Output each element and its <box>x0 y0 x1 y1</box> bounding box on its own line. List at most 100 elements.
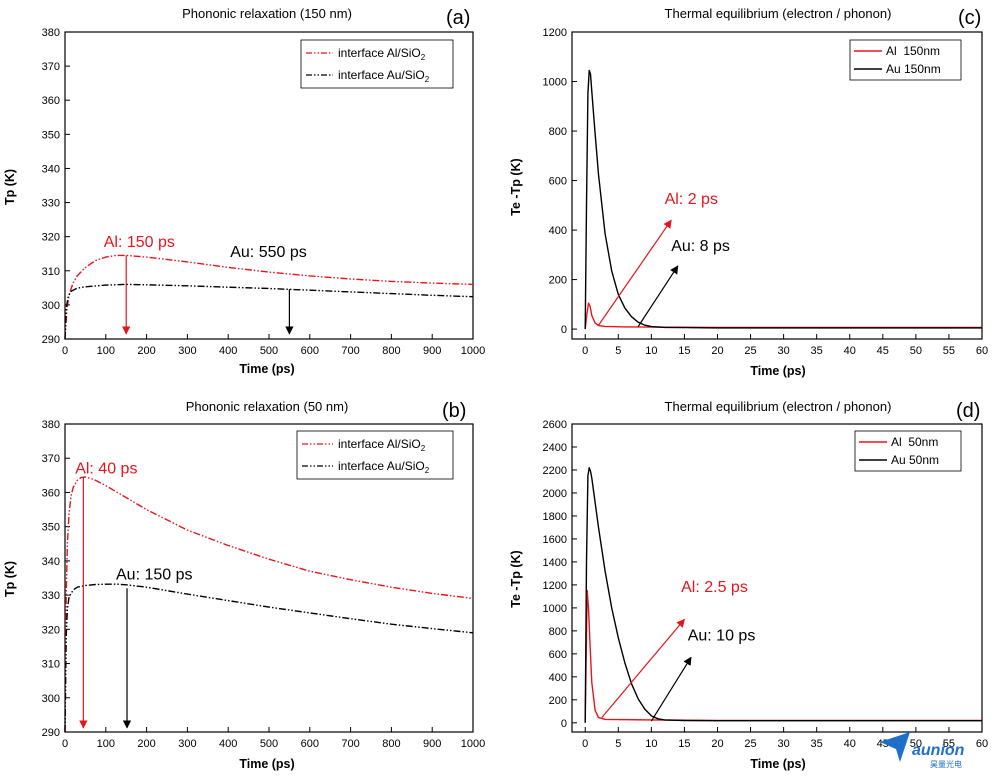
watermark-sub: 昊量光电 <box>930 759 962 769</box>
annotation-arrow-0 <box>597 219 672 326</box>
y-tick-label: 320 <box>42 232 60 244</box>
y-tick-label: 350 <box>42 129 60 141</box>
legend-box <box>296 430 454 480</box>
series-line-1 <box>64 583 474 733</box>
x-tick-label: 300 <box>178 738 196 750</box>
x-tick-label: 0 <box>582 345 588 357</box>
x-tick-label: 15 <box>678 345 690 357</box>
y-tick-label: 800 <box>549 626 567 638</box>
series-line-1 <box>64 283 474 340</box>
y-axis-label: Tp (K) <box>3 169 17 205</box>
legend: interface Al/SiO2 interface Au/SiO2 <box>300 39 454 89</box>
x-tick-label: 600 <box>301 738 319 750</box>
y-tick-label: 350 <box>42 522 60 534</box>
y-tick-label: 2400 <box>543 442 567 454</box>
x-tick-label: 900 <box>423 738 441 750</box>
y-tick-label: 370 <box>42 453 60 465</box>
x-tick-label: 55 <box>943 345 955 357</box>
y-tick-label: 2000 <box>543 488 567 500</box>
y-tick-label: 380 <box>42 419 60 431</box>
y-tick-label: 310 <box>42 266 60 278</box>
x-tick-label: 800 <box>382 345 400 357</box>
y-tick-label: 360 <box>42 487 60 499</box>
annotation-label-1: Au: 550 ps <box>230 244 306 261</box>
y-tick-label: 0 <box>561 718 567 730</box>
x-tick-label: 25 <box>744 345 756 357</box>
legend-label-0: Al 150nm <box>886 44 940 58</box>
legend-box <box>300 39 454 89</box>
chart-title: Phononic relaxation (50 nm) <box>186 399 349 414</box>
x-tick-label: 5 <box>615 738 621 750</box>
y-tick-label: 360 <box>42 95 60 107</box>
x-tick-label: 500 <box>260 345 278 357</box>
chart-panel-c: Thermal equilibrium (electron / phonon) … <box>509 6 988 378</box>
x-tick-label: 100 <box>97 738 115 750</box>
legend: Al 50nm Au 50nm <box>854 430 962 472</box>
y-axis-label: Te -Tp (K) <box>509 158 523 215</box>
y-tick-label: 600 <box>549 176 567 188</box>
x-tick-label: 20 <box>711 345 723 357</box>
x-axis-label: Time (ps) <box>239 757 294 771</box>
brand-logo: aunion 昊量光电 <box>880 732 965 769</box>
y-tick-label: 1000 <box>543 603 567 615</box>
y-tick-label: 1800 <box>543 511 567 523</box>
x-tick-label: 300 <box>178 345 196 357</box>
x-tick-label: 100 <box>97 345 115 357</box>
y-tick-label: 1200 <box>543 27 567 39</box>
y-tick-label: 1400 <box>543 557 567 569</box>
x-tick-label: 30 <box>777 345 789 357</box>
y-tick-label: 290 <box>42 334 60 346</box>
annotation-label-1: Au: 8 ps <box>671 238 730 255</box>
annotation-label-1: Au: 150 ps <box>116 567 193 584</box>
x-tick-label: 400 <box>219 738 237 750</box>
x-tick-label: 700 <box>341 345 359 357</box>
x-tick-label: 800 <box>382 738 400 750</box>
chart-title: Thermal equilibrium (electron / phonon) <box>665 6 892 21</box>
panel-label: (d) <box>956 400 980 422</box>
y-tick-label: 330 <box>42 198 60 210</box>
x-tick-label: 60 <box>976 345 988 357</box>
y-tick-label: 600 <box>549 649 567 661</box>
legend-box <box>849 39 962 81</box>
y-tick-label: 400 <box>549 225 567 237</box>
x-tick-label: 55 <box>943 738 955 750</box>
x-axis-label: Time (ps) <box>239 362 294 376</box>
x-tick-label: 900 <box>423 345 441 357</box>
y-tick-label: 0 <box>561 324 567 336</box>
x-tick-label: 500 <box>260 738 278 750</box>
panel-label: (b) <box>442 400 466 422</box>
annotation-arrow-0 <box>601 618 685 719</box>
annotation-label-1: Au: 10 ps <box>688 628 756 645</box>
x-tick-label: 50 <box>910 738 922 750</box>
y-tick-label: 320 <box>42 624 60 636</box>
x-tick-label: 1000 <box>461 738 485 750</box>
chart-panel-a: Phononic relaxation (150 nm) (a) Time (p… <box>3 6 485 376</box>
legend-box <box>854 430 962 472</box>
plot-frame <box>571 31 983 340</box>
legend: interface Al/SiO2 interface Au/SiO2 <box>296 430 454 480</box>
y-tick-label: 330 <box>42 590 60 602</box>
legend-label-1: Au 150nm <box>886 62 941 76</box>
y-tick-label: 1600 <box>543 534 567 546</box>
x-tick-label: 10 <box>645 738 657 750</box>
x-tick-label: 35 <box>811 345 823 357</box>
x-tick-label: 10 <box>645 345 657 357</box>
y-tick-label: 2200 <box>543 465 567 477</box>
x-tick-label: 20 <box>711 738 723 750</box>
x-tick-label: 35 <box>811 738 823 750</box>
x-tick-label: 60 <box>976 738 988 750</box>
legend-label-1: interface Au/SiO2 <box>338 459 430 475</box>
series-line-1 <box>584 69 982 330</box>
plot-marks: 0 100 200 300 400 500 600 700 800 900 1000 290 300 31… <box>42 27 486 357</box>
series-line-0 <box>584 589 982 723</box>
chart-panel-d: Thermal equilibrium (electron / phonon) … <box>509 399 988 771</box>
x-tick-label: 5 <box>615 345 621 357</box>
y-tick-label: 800 <box>549 126 567 138</box>
y-tick-label: 340 <box>42 556 60 568</box>
panel-label: (c) <box>958 7 981 29</box>
x-tick-label: 45 <box>877 345 889 357</box>
chart-title: Thermal equilibrium (electron / phonon) <box>665 399 892 414</box>
x-tick-label: 0 <box>62 738 68 750</box>
annotation-arrow-1 <box>637 265 679 327</box>
panel-label: (a) <box>446 7 470 29</box>
